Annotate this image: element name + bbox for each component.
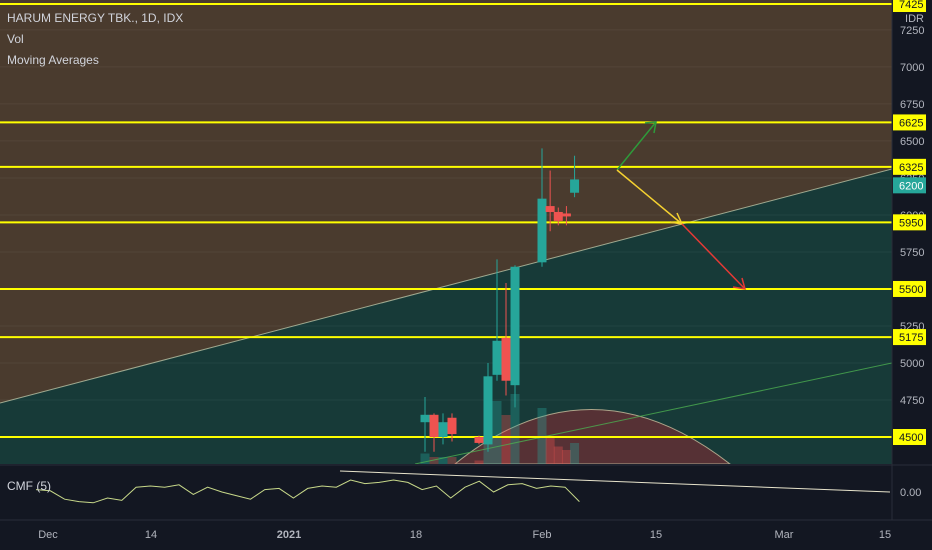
volume-bar: [553, 446, 563, 464]
level-label-4500: 4500: [899, 432, 923, 444]
price-tick-label: 7000: [900, 62, 924, 74]
volume-bar: [510, 394, 520, 464]
price-tick-label: 5750: [900, 247, 924, 259]
arrow-up: [616, 121, 657, 171]
volume-bar: [438, 457, 448, 464]
candle-body: [474, 437, 484, 443]
time-label: 18: [410, 529, 422, 541]
zone-below-trendline: [0, 169, 892, 464]
volume-bar: [474, 460, 484, 464]
grid-lines: [0, 29, 892, 401]
candle-body: [438, 422, 448, 437]
level-label-bg: [893, 280, 926, 297]
price-tick-label: 7250: [900, 25, 924, 37]
volume-bar: [501, 415, 511, 464]
level-label-6200: 6200: [899, 180, 923, 192]
cmf-legend[interactable]: CMF (5): [7, 479, 51, 493]
candle-body: [420, 414, 430, 423]
zone-above-trendline: [0, 0, 892, 403]
arrow-down-head: [732, 277, 747, 290]
candle-body: [553, 211, 563, 221]
time-label: 14: [145, 529, 157, 541]
volume-bar: [570, 443, 580, 464]
trendline-upper: [0, 168, 892, 404]
arrow-mid: [616, 169, 683, 225]
volume-bar: [545, 436, 555, 464]
time-label: 2021: [277, 529, 301, 541]
level-label-bg: [893, 114, 926, 131]
time-label: Dec: [38, 529, 58, 541]
candle-body: [429, 414, 439, 437]
cmf-line: [35, 479, 580, 504]
level-label-7425: 7425: [899, 0, 923, 11]
currency-label: IDR: [905, 13, 924, 25]
level-label-bg: [893, 214, 926, 231]
level-label-6325: 6325: [899, 162, 923, 174]
price-tick-label: 4750: [900, 395, 924, 407]
price-tick-label: 5000: [900, 358, 924, 370]
trendline-lower: [414, 362, 892, 464]
volume-bar: [492, 401, 502, 464]
level-label-5950: 5950: [899, 217, 923, 229]
candle-body: [501, 337, 511, 381]
candle-body: [537, 198, 547, 263]
level-label-bg: [893, 158, 926, 175]
candle-body: [545, 206, 555, 212]
level-label-5175: 5175: [899, 332, 923, 344]
moving-averages-legend[interactable]: Moving Averages: [7, 53, 99, 67]
candles: [420, 148, 580, 452]
price-tick-label: 6500: [900, 136, 924, 148]
level-label-5500: 5500: [899, 284, 923, 296]
time-label: Mar: [775, 529, 794, 541]
level-label-bg: [893, 0, 926, 12]
projection-arrows: [616, 121, 747, 290]
cmf-trendline: [339, 470, 891, 493]
level-label-bg: [893, 429, 926, 445]
price-level-labels: 7425 6625 6325 6200 5950 5500 5175 4500: [893, 0, 926, 445]
volume-legend[interactable]: Vol: [7, 32, 24, 46]
time-axis-labels: Dec 14 2021 18 Feb 15 Mar 15: [38, 529, 891, 541]
time-label: 15: [650, 529, 662, 541]
level-label-bg: [893, 177, 926, 194]
candle-body: [510, 266, 520, 386]
volume-bar: [447, 457, 457, 464]
level-label-bg: [893, 329, 926, 346]
candle-body: [570, 179, 580, 193]
candle-body: [561, 213, 571, 217]
volume-bar: [420, 453, 430, 464]
candle-body: [447, 417, 457, 435]
time-label: 15: [879, 529, 891, 541]
cmf-axis-label: 0.00: [900, 487, 921, 499]
volume-bar: [429, 457, 439, 464]
price-tick-label: 6750: [900, 99, 924, 111]
symbol-title: HARUM ENERGY TBK., 1D, IDX: [7, 11, 184, 25]
candle-body: [483, 376, 493, 445]
arrow-down: [681, 223, 746, 290]
arrow-up-head: [644, 121, 657, 134]
level-label-6625: 6625: [899, 117, 923, 129]
time-label: Feb: [533, 529, 552, 541]
candle-body: [492, 340, 502, 375]
cmf-pane: [0, 465, 892, 520]
volume-bar: [561, 450, 571, 464]
